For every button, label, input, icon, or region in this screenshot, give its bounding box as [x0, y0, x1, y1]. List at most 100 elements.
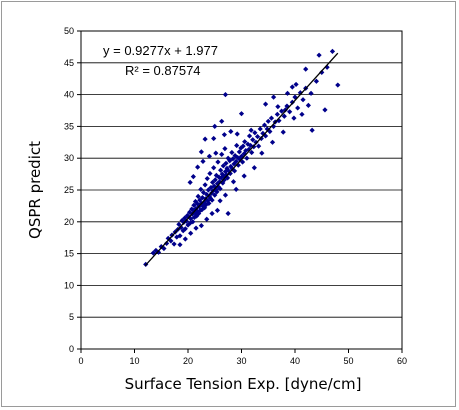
data-point: [195, 193, 201, 199]
data-point: [291, 115, 297, 121]
data-point: [182, 236, 188, 242]
data-point: [195, 164, 201, 170]
data-point: [223, 160, 229, 166]
data-point: [234, 131, 240, 137]
data-point: [214, 207, 221, 213]
data-point: [261, 122, 268, 128]
data-point: [204, 216, 210, 222]
data-point: [319, 69, 325, 75]
data-point: [322, 107, 328, 113]
x-tick-label: 10: [129, 356, 139, 366]
data-point: [234, 142, 240, 149]
data-point: [271, 94, 277, 100]
data-point: [269, 139, 276, 145]
data-point: [282, 107, 288, 113]
data-point: [219, 151, 225, 157]
data-point: [262, 101, 269, 107]
y-axis-title: QSPR predict: [26, 141, 44, 239]
data-point: [281, 113, 287, 119]
data-point: [211, 135, 217, 142]
data-point: [289, 99, 295, 105]
data-point: [252, 130, 258, 136]
x-tick-label: 20: [183, 356, 193, 366]
trendline-equation: y = 0.9277x + 1.977: [103, 43, 218, 58]
data-point: [274, 111, 280, 117]
data-point: [221, 132, 227, 138]
data-point: [335, 82, 341, 88]
data-point: [217, 198, 223, 204]
data-point: [275, 104, 281, 110]
y-tick-label: 45: [64, 58, 74, 68]
data-point: [206, 153, 212, 159]
r-squared-label: R² = 0.87574: [125, 63, 201, 78]
data-point: [214, 189, 220, 195]
data-point: [222, 146, 228, 152]
data-point: [284, 90, 291, 96]
y-tick-label: 40: [64, 90, 74, 100]
data-point: [305, 102, 311, 109]
data-point: [230, 156, 236, 162]
data-point: [193, 225, 199, 231]
data-point: [268, 115, 275, 121]
data-point: [209, 197, 215, 203]
data-point: [265, 118, 271, 124]
data-point: [262, 133, 269, 139]
data-point: [213, 150, 219, 156]
data-point: [250, 137, 256, 143]
data-point: [257, 126, 263, 132]
data-point: [227, 170, 233, 177]
y-tick-label: 0: [69, 344, 74, 354]
data-point: [209, 210, 215, 217]
data-point: [198, 186, 204, 192]
data-point: [256, 143, 262, 149]
trendline: [144, 52, 339, 267]
data-point: [177, 233, 183, 239]
data-point: [253, 139, 259, 145]
data-point: [249, 149, 255, 156]
x-tick-label: 40: [290, 356, 300, 366]
data-point: [202, 136, 208, 142]
data-point: [324, 64, 330, 70]
data-point: [287, 109, 293, 115]
data-point: [230, 179, 237, 185]
data-point: [260, 130, 266, 136]
x-tick-label: 0: [78, 356, 83, 366]
data-point: [207, 170, 213, 177]
data-point: [220, 163, 226, 169]
data-point: [229, 149, 235, 156]
data-point: [206, 200, 212, 206]
data-point: [228, 128, 234, 135]
data-point: [308, 90, 314, 96]
data-point: [205, 187, 211, 193]
data-point: [244, 155, 250, 161]
x-tick-label: 30: [236, 356, 246, 366]
data-point: [222, 92, 229, 98]
data-point: [271, 123, 277, 129]
data-point: [211, 165, 217, 171]
data-point: [239, 159, 246, 165]
y-tick-label: 5: [69, 312, 74, 322]
y-tick-label: 20: [64, 217, 74, 227]
horizontal-gridlines: [81, 62, 402, 318]
data-point: [297, 90, 303, 96]
data-point: [182, 226, 188, 232]
data-point: [267, 128, 273, 135]
x-axis-ticks: 0 10 20 30 40 50 60: [78, 349, 407, 366]
data-point: [246, 133, 253, 139]
data-point: [248, 127, 254, 133]
data-point: [284, 103, 290, 109]
y-axis-ticks: 0 5 10 15 20 25 30 35 40 45 50: [64, 26, 81, 354]
data-point: [171, 241, 177, 247]
data-point: [217, 186, 223, 192]
data-point: [254, 133, 261, 140]
data-point: [176, 221, 182, 227]
data-point: [236, 149, 242, 155]
y-tick-label: 30: [64, 153, 74, 163]
data-point: [293, 81, 299, 88]
data-point: [202, 182, 208, 188]
data-point: [188, 230, 194, 236]
data-point: [219, 118, 225, 124]
data-point: [238, 111, 245, 117]
